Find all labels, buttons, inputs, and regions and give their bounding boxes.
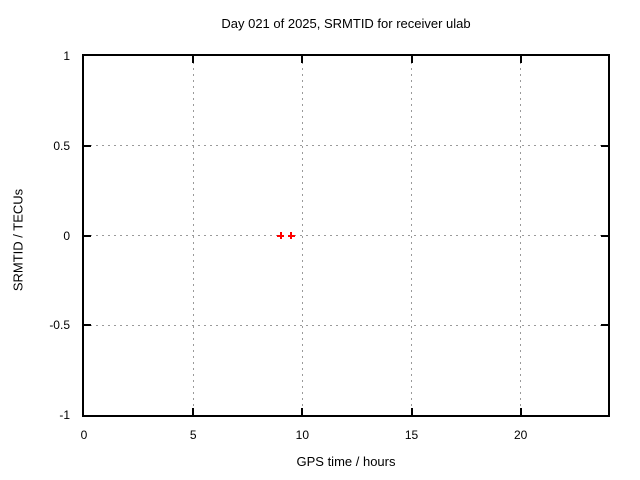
x-tick-label: 0	[80, 428, 88, 442]
chart-title: Day 021 of 2025, SRMTID for receiver ula…	[221, 16, 471, 31]
y-tick-label: -0.5	[49, 318, 70, 333]
x-axis-label: GPS time / hours	[296, 454, 396, 469]
y-tick-label: 0	[63, 228, 70, 243]
y-tick-label: 0.5	[53, 138, 70, 153]
x-tick-mark-top	[410, 56, 413, 63]
x-tick-mark-top	[519, 56, 522, 63]
horizontal-gridline	[84, 235, 608, 236]
x-tick-mark-bottom	[301, 408, 304, 415]
y-tick-mark-right	[601, 324, 608, 327]
plot-area	[84, 56, 608, 415]
y-tick-mark-left	[84, 324, 91, 327]
y-tick-label: 1	[63, 49, 70, 63]
y-tick-label: -1	[59, 408, 70, 422]
x-tick-label: 20	[513, 428, 528, 442]
x-tick-label: 15	[404, 428, 419, 442]
y-tick-mark-left	[84, 234, 91, 237]
x-tick-mark-bottom	[192, 408, 195, 415]
horizontal-gridline	[84, 324, 608, 326]
x-tick-mark-top	[301, 56, 304, 63]
y-tick-mark-right	[601, 234, 608, 237]
data-point-marker	[287, 232, 295, 239]
data-point-marker	[277, 232, 284, 239]
x-tick-mark-bottom	[519, 408, 522, 415]
y-tick-mark-left	[84, 144, 91, 147]
x-tick-label: 5	[189, 428, 197, 442]
x-tick-mark-top	[192, 56, 195, 63]
y-tick-mark-right	[601, 144, 608, 147]
horizontal-gridline	[84, 145, 608, 147]
x-tick-mark-bottom	[410, 408, 413, 415]
plot-frame	[82, 54, 610, 417]
x-tick-label: 10	[295, 428, 309, 442]
